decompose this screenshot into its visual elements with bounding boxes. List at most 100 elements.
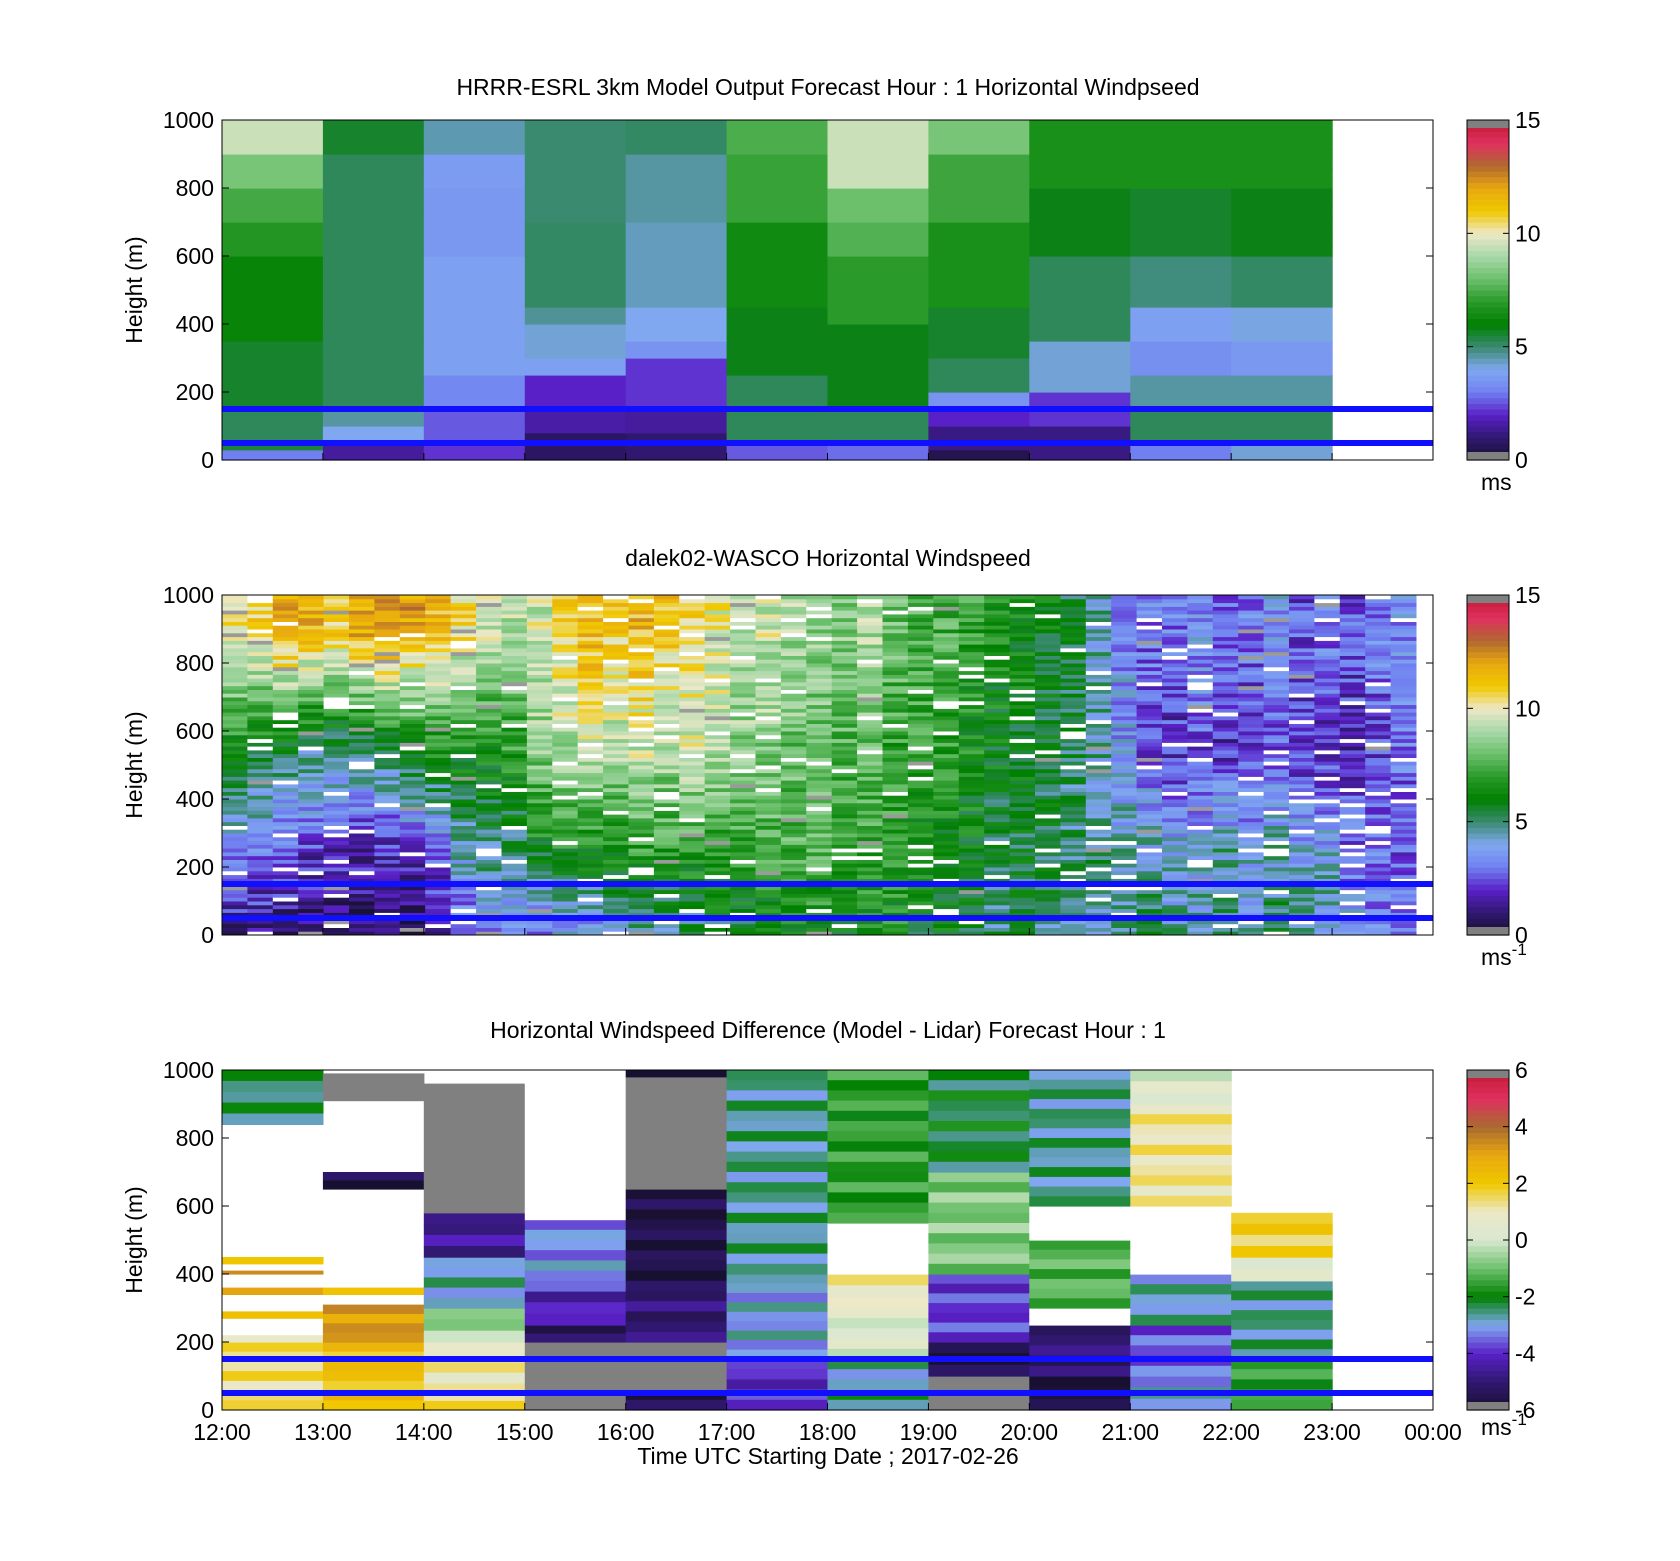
heatmap-cell [322,434,425,444]
heatmap-cell [1162,795,1188,800]
colorbar-swatch [1467,770,1509,777]
heatmap-cell [222,829,248,834]
heatmap-cell [933,836,960,842]
heatmap-cell [625,296,728,308]
heatmap-cell [730,712,756,717]
heatmap-cell [755,772,782,777]
heatmap-cell [1187,776,1214,781]
heatmap-cell [730,833,756,838]
heatmap-cell [222,1361,324,1372]
heatmap-cell [374,651,401,656]
heatmap-cell [322,271,425,283]
heatmap-cell [1111,746,1138,751]
heatmap-cell [1009,734,1036,740]
heatmap-cell [450,791,477,796]
heatmap-cell [1339,738,1366,743]
heatmap-cell [1289,833,1315,838]
heatmap-cell [374,700,401,706]
heatmap-cell [501,644,528,649]
heatmap-cell [298,617,325,622]
heatmap-cell [603,802,629,808]
heatmap-cell [526,889,553,894]
heatmap-cell [780,674,807,679]
heatmap-cell [933,908,960,913]
heatmap-cell [1085,851,1112,857]
heatmap-cell [1289,700,1315,706]
heatmap-cell [374,923,401,928]
heatmap-cell [882,613,909,619]
heatmap-cell [806,810,833,815]
heatmap-cell [552,606,579,611]
heatmap-cell [247,795,274,800]
heatmap-cell [1231,352,1333,365]
heatmap-cell [1136,821,1163,826]
heatmap-cell [1289,693,1315,698]
heatmap-cell [730,885,756,891]
heatmap-cell [831,806,858,811]
heatmap-cell [577,814,604,819]
heatmap-cell [222,734,248,740]
heatmap-cell [577,848,604,853]
heatmap-cell [857,640,883,645]
heatmap-cell [1390,734,1417,740]
heatmap-cell [679,602,706,607]
heatmap-cell [399,836,426,842]
heatmap-cell [1365,613,1392,619]
heatmap-cell [1187,734,1214,740]
heatmap-cell [577,867,604,872]
heatmap-cell [1130,168,1232,179]
colorbar-swatch [1467,753,1509,760]
heatmap-cell [222,674,248,679]
heatmap-cell [322,1304,425,1315]
heatmap-cell [1263,791,1290,796]
heatmap-cell [399,663,426,668]
heatmap-cell [501,602,528,607]
heatmap-cell [1009,715,1036,721]
heatmap-cell [730,927,756,932]
colorbar-swatch [1467,403,1509,410]
heatmap-cell [552,840,579,845]
heatmap-cell [423,1372,526,1384]
heatmap-cell [399,844,426,849]
heatmap-cell [1136,746,1163,751]
heatmap-cell [423,256,526,267]
heatmap-cell [577,610,604,615]
heatmap-cell [806,889,833,894]
heatmap-cell [222,341,324,352]
heatmap-cell [425,923,452,928]
heatmap-cell [1085,685,1112,690]
heatmap-cell [577,693,604,698]
heatmap-cell [907,697,934,702]
heatmap-cell [679,851,706,857]
heatmap-cell [882,878,909,883]
heatmap-cell [1365,787,1392,792]
heatmap-cell [1009,598,1036,604]
heatmap-cell [298,670,325,675]
heatmap-cell [524,1189,627,1201]
heatmap-cell [1263,655,1290,660]
heatmap-cell [1212,878,1239,883]
heatmap-cell [984,708,1011,713]
colorbar-swatch [1467,787,1509,794]
heatmap-cell [1339,795,1366,800]
heatmap-cell [272,598,299,604]
heatmap-cell [1314,621,1341,626]
heatmap-cell [1339,647,1366,653]
x-ticks [221,453,1434,460]
heatmap-cell [882,727,909,732]
heatmap-cell [1314,742,1341,747]
heatmap-cell [450,874,477,879]
heatmap-cell [1365,799,1392,804]
heatmap-cell [349,689,375,694]
heatmap-cell [928,327,1030,339]
heatmap-cell [1187,749,1214,755]
heatmap-cell [933,640,960,645]
heatmap-cell [1390,829,1417,834]
heatmap-cell [1111,708,1138,713]
heatmap-cell [450,802,477,808]
heatmap-cell [933,655,960,660]
heatmap-cell [272,802,299,808]
heatmap-cell [247,787,274,792]
heatmap-cell [323,825,350,830]
heatmap-cell [349,810,375,815]
